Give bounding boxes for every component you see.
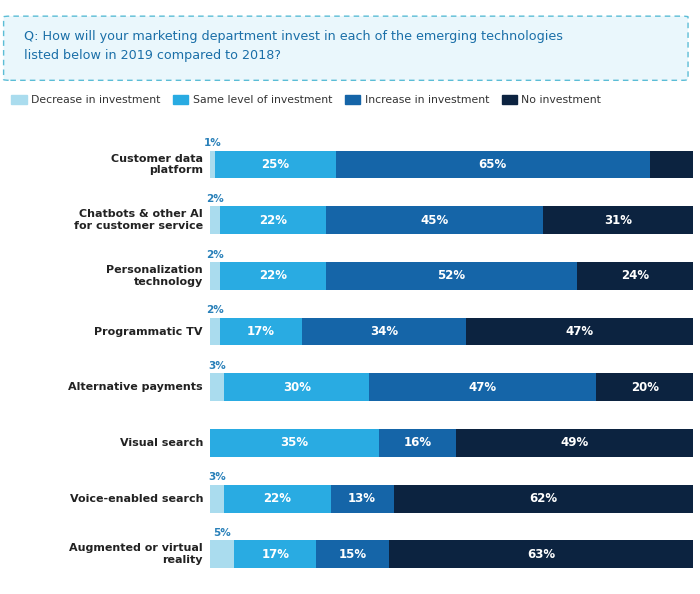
Bar: [650, 150, 693, 178]
Text: 2%: 2%: [206, 249, 224, 260]
FancyBboxPatch shape: [4, 16, 688, 80]
Bar: [220, 206, 326, 234]
Bar: [389, 541, 693, 568]
Text: 62%: 62%: [529, 492, 557, 505]
Text: 2%: 2%: [206, 305, 224, 315]
Bar: [330, 485, 393, 513]
Bar: [210, 485, 225, 513]
Text: 52%: 52%: [438, 269, 466, 282]
Bar: [220, 262, 326, 290]
Text: 3%: 3%: [209, 361, 226, 371]
Bar: [302, 318, 466, 346]
Text: 17%: 17%: [261, 548, 289, 561]
Text: 20%: 20%: [631, 381, 659, 394]
Text: Programmatic TV: Programmatic TV: [94, 327, 203, 337]
Bar: [215, 150, 335, 178]
Text: 1%: 1%: [204, 138, 221, 148]
Text: 22%: 22%: [259, 214, 287, 227]
Bar: [225, 373, 370, 401]
Text: 30%: 30%: [283, 381, 311, 394]
Text: 49%: 49%: [561, 437, 589, 450]
Text: 3%: 3%: [209, 472, 226, 482]
Bar: [210, 541, 234, 568]
Text: Visual search: Visual search: [120, 438, 203, 448]
Text: Personalization
technology: Personalization technology: [106, 265, 203, 287]
Bar: [456, 429, 693, 457]
Bar: [326, 262, 577, 290]
Bar: [335, 150, 650, 178]
Text: Q: How will your marketing department invest in each of the emerging technologie: Q: How will your marketing department in…: [24, 30, 563, 62]
Text: 24%: 24%: [621, 269, 649, 282]
Text: 22%: 22%: [264, 492, 292, 505]
Bar: [370, 373, 596, 401]
Text: 31%: 31%: [604, 214, 632, 227]
Text: 16%: 16%: [404, 437, 432, 450]
Text: 2%: 2%: [206, 194, 224, 204]
Bar: [225, 485, 330, 513]
Text: Chatbots & other AI
for customer service: Chatbots & other AI for customer service: [74, 209, 203, 231]
Bar: [210, 318, 220, 346]
Text: 34%: 34%: [370, 325, 398, 338]
Text: 5%: 5%: [214, 528, 231, 538]
Bar: [326, 206, 543, 234]
Bar: [220, 318, 302, 346]
Bar: [210, 150, 215, 178]
Text: 13%: 13%: [348, 492, 376, 505]
Bar: [596, 373, 693, 401]
Bar: [577, 262, 693, 290]
Text: 25%: 25%: [261, 158, 289, 171]
Bar: [210, 262, 220, 290]
Legend: Decrease in investment, Same level of investment, Increase in investment, No inv: Decrease in investment, Same level of in…: [7, 90, 606, 109]
Bar: [393, 485, 693, 513]
Text: 65%: 65%: [478, 158, 507, 171]
Text: 63%: 63%: [527, 548, 555, 561]
Bar: [210, 206, 220, 234]
Text: 17%: 17%: [246, 325, 274, 338]
Text: 22%: 22%: [259, 269, 287, 282]
Text: 15%: 15%: [338, 548, 367, 561]
Text: 47%: 47%: [566, 325, 594, 338]
Text: Customer data
platform: Customer data platform: [111, 154, 203, 175]
Bar: [234, 541, 316, 568]
Text: 47%: 47%: [469, 381, 497, 394]
Bar: [210, 429, 379, 457]
Text: Voice-enabled search: Voice-enabled search: [69, 494, 203, 504]
Bar: [210, 373, 225, 401]
Bar: [316, 541, 389, 568]
Text: 35%: 35%: [281, 437, 309, 450]
Bar: [379, 429, 456, 457]
Text: 45%: 45%: [421, 214, 449, 227]
Bar: [543, 206, 693, 234]
Bar: [466, 318, 693, 346]
Text: Alternative payments: Alternative payments: [69, 382, 203, 392]
Text: Augmented or virtual
reality: Augmented or virtual reality: [69, 544, 203, 565]
